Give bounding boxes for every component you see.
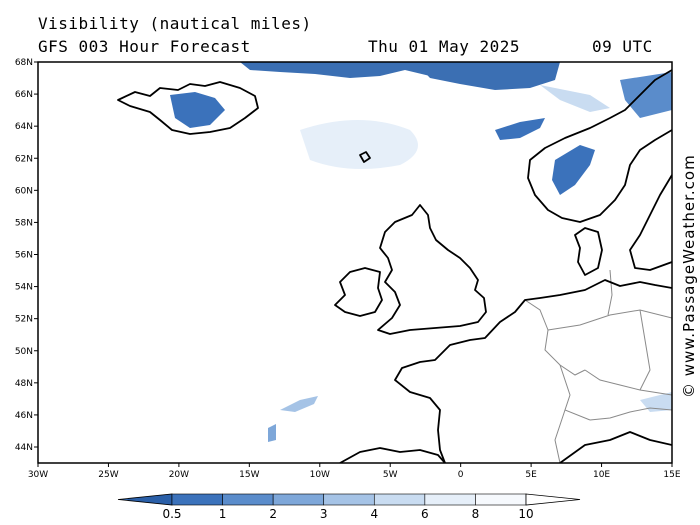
scandinavia-coast bbox=[527, 69, 672, 223]
lat-label: 56N bbox=[15, 251, 33, 261]
lon-label: 20W bbox=[169, 470, 189, 480]
lon-label: 30W bbox=[28, 470, 48, 480]
map-frame bbox=[37, 61, 673, 464]
lat-label: 66N bbox=[15, 90, 33, 100]
lon-label: 0 bbox=[458, 470, 464, 480]
colorbar-label: 0.5 bbox=[162, 507, 181, 521]
ireland-coast bbox=[334, 267, 383, 317]
longitude-labels: 30W 25W 20W 15W 10W 5W 0 5E 10E 15E bbox=[28, 463, 681, 480]
country-borders bbox=[524, 269, 672, 463]
sweden-coast bbox=[629, 174, 672, 271]
forecast-time: 09 UTC bbox=[592, 37, 653, 56]
med-coast bbox=[559, 431, 672, 463]
lat-label: 60N bbox=[15, 186, 33, 196]
visibility-shading bbox=[170, 62, 672, 442]
map-title: Visibility (nautical miles) bbox=[38, 14, 312, 33]
denmark-coast bbox=[574, 227, 603, 276]
lat-label: 52N bbox=[15, 315, 33, 325]
watermark: © www.PassageWeather.com bbox=[680, 154, 698, 398]
forecast-subtitle: GFS 003 Hour Forecast bbox=[38, 37, 251, 56]
lat-label: 50N bbox=[15, 347, 33, 357]
lat-label: 54N bbox=[15, 283, 33, 293]
latitude-labels: 68N 66N 64N 62N 60N 58N 56N 54N 52N 50N 48N 46N 44N bbox=[15, 58, 38, 453]
colorbar-segment bbox=[222, 493, 274, 506]
colorbar-segment bbox=[373, 493, 426, 506]
colorbar-extend-high bbox=[525, 493, 581, 506]
lon-label: 5E bbox=[525, 470, 537, 480]
colorbar-label: 8 bbox=[472, 507, 480, 521]
lat-label: 68N bbox=[15, 58, 33, 68]
forecast-date: Thu 01 May 2025 bbox=[368, 37, 520, 56]
lat-label: 48N bbox=[15, 379, 33, 389]
continent-coast bbox=[394, 279, 672, 463]
colorbar-label: 4 bbox=[370, 507, 378, 521]
faroe-coast bbox=[359, 151, 371, 163]
colorbar-label: 3 bbox=[320, 507, 328, 521]
lon-label: 25W bbox=[98, 470, 118, 480]
lat-label: 58N bbox=[15, 218, 33, 228]
lon-label: 10E bbox=[593, 470, 610, 480]
colorbar-segment bbox=[424, 493, 476, 506]
colorbar-segment bbox=[323, 493, 375, 506]
colorbar-label: 10 bbox=[518, 507, 533, 521]
colorbar-label: 2 bbox=[269, 507, 277, 521]
colorbar-segment bbox=[171, 493, 223, 506]
colorbar-label: 6 bbox=[421, 507, 429, 521]
lon-label: 15E bbox=[663, 470, 680, 480]
lon-label: 5W bbox=[383, 470, 398, 480]
colorbar: 0.5 1 2 3 4 6 8 10 bbox=[117, 493, 581, 521]
lat-label: 62N bbox=[15, 154, 33, 164]
colorbar-segment bbox=[475, 493, 527, 506]
coastlines bbox=[117, 69, 672, 463]
lon-label: 10W bbox=[310, 470, 330, 480]
lat-label: 46N bbox=[15, 411, 33, 421]
great-britain-coast bbox=[377, 204, 487, 335]
lat-label: 44N bbox=[15, 443, 33, 453]
iberia-coast bbox=[339, 447, 446, 463]
iceland-coast bbox=[117, 81, 259, 135]
lat-label: 64N bbox=[15, 122, 33, 132]
map-area bbox=[38, 62, 672, 463]
lon-label: 15W bbox=[239, 470, 259, 480]
colorbar-segment bbox=[272, 493, 325, 506]
colorbar-label: 1 bbox=[219, 507, 227, 521]
colorbar-extend-low bbox=[117, 493, 173, 506]
